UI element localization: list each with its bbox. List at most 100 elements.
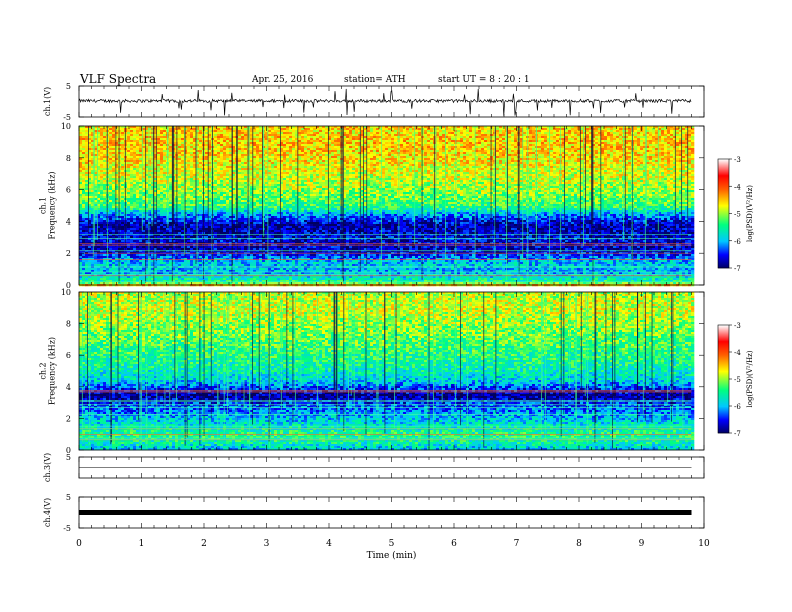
- spectrogram-cell: [334, 134, 337, 136]
- spectrogram-cell: [478, 146, 481, 148]
- spectrogram-cell: [382, 156, 385, 158]
- spectrogram-cell: [382, 160, 385, 162]
- spectrogram-cell: [421, 164, 424, 166]
- spectrogram-cell: [400, 152, 403, 154]
- spectrogram-cell: [322, 156, 325, 158]
- spectrogram-cell: [286, 160, 289, 162]
- spectrogram-cell: [331, 130, 334, 132]
- spectrogram-cell: [274, 170, 277, 172]
- spectrogram-cell: [304, 144, 307, 146]
- spectrogram-cell: [469, 160, 472, 162]
- spectrogram-cell: [496, 160, 499, 162]
- spectrogram-cell: [463, 142, 466, 144]
- spectrogram-cell: [352, 130, 355, 132]
- spectrogram-cell: [502, 154, 505, 156]
- spectrogram-cell: [667, 162, 670, 164]
- spectrogram-cell: [673, 132, 676, 134]
- spectrogram-cell: [319, 172, 322, 174]
- spectrogram-cell: [502, 156, 505, 158]
- spectrogram-cell: [517, 140, 520, 142]
- spectrogram-cell: [442, 150, 445, 152]
- spectrogram-cell: [220, 168, 223, 170]
- spectrogram-cell: [568, 140, 571, 142]
- spectrogram-cell: [418, 134, 421, 136]
- spectrogram-cell: [409, 170, 412, 172]
- spectrogram-cell: [112, 136, 115, 138]
- spectrogram-cell: [400, 164, 403, 166]
- spectrogram-cell: [448, 166, 451, 168]
- spectrogram-cell: [187, 148, 190, 150]
- spectrogram-cell: [91, 162, 94, 164]
- spectrogram-cell: [586, 136, 589, 138]
- spectrogram-cell: [358, 138, 361, 140]
- spectrogram-cell: [400, 162, 403, 164]
- spectrogram-cell: [268, 142, 271, 144]
- spectrogram-cell: [103, 162, 106, 164]
- spectrogram-cell: [268, 128, 271, 130]
- spectrogram-cell: [607, 164, 610, 166]
- spectrogram-cell: [127, 132, 130, 134]
- spectrogram-cell: [118, 160, 121, 162]
- spectrogram-cell: [379, 130, 382, 132]
- spectrogram-cell: [79, 168, 82, 170]
- spectrogram-cell: [310, 156, 313, 158]
- spectrogram-cell: [307, 170, 310, 172]
- spectrogram-cell: [199, 170, 202, 172]
- spectrogram-cell: [607, 152, 610, 154]
- spectrogram-cell: [451, 138, 454, 140]
- spectrogram-cell: [406, 156, 409, 158]
- spectrogram-cell: [358, 166, 361, 168]
- spectrogram-cell: [628, 146, 631, 148]
- spectrogram-cell: [553, 136, 556, 138]
- spectrogram-cell: [346, 142, 349, 144]
- spectrogram-cell: [217, 166, 220, 168]
- spectrogram-cell: [340, 134, 343, 136]
- spectrogram-cell: [451, 162, 454, 164]
- spectrogram-cell: [310, 128, 313, 130]
- spectrogram-cell: [415, 164, 418, 166]
- spectrogram-cell: [199, 136, 202, 138]
- spectrogram-cell: [448, 136, 451, 138]
- spectrogram-cell: [511, 134, 514, 136]
- spectrogram-cell: [241, 138, 244, 140]
- spectrogram-cell: [307, 142, 310, 144]
- spectrogram-cell: [544, 138, 547, 140]
- spectrogram-cell: [118, 146, 121, 148]
- spectrogram-cell: [466, 162, 469, 164]
- spectrogram-cell: [157, 136, 160, 138]
- spectrogram-cell: [181, 172, 184, 174]
- spectrogram-cell: [100, 148, 103, 150]
- spectrogram-cell: [190, 148, 193, 150]
- spectrogram-cell: [499, 138, 502, 140]
- spectrogram-cell: [355, 148, 358, 150]
- spectrogram-cell: [325, 146, 328, 148]
- spectrogram-cell: [325, 132, 328, 134]
- spectrogram-cell: [82, 162, 85, 164]
- spectrogram-cell: [100, 170, 103, 172]
- spectrogram-cell: [673, 138, 676, 140]
- spectrogram-cell: [553, 168, 556, 170]
- spectrogram-cell: [403, 138, 406, 140]
- spectrogram-cell: [274, 158, 277, 160]
- spectrogram-cell: [676, 170, 679, 172]
- spectrogram-cell: [313, 134, 316, 136]
- spectrogram-cell: [442, 172, 445, 174]
- spectrogram-cell: [277, 138, 280, 140]
- spectrogram-cell: [550, 144, 553, 146]
- spectrogram-cell: [541, 142, 544, 144]
- spectrogram-cell: [643, 130, 646, 132]
- spectrogram-cell: [283, 150, 286, 152]
- spectrogram-cell: [415, 162, 418, 164]
- spectrogram-cell: [316, 148, 319, 150]
- spectrogram-cell: [661, 154, 664, 156]
- spectrogram-cell: [673, 140, 676, 142]
- spectrogram-cell: [82, 150, 85, 152]
- spectrogram-cell: [661, 162, 664, 164]
- spectrogram-cell: [571, 142, 574, 144]
- spectrogram-cell: [220, 144, 223, 146]
- spectrogram-cell: [373, 172, 376, 174]
- spectrogram-cell: [130, 150, 133, 152]
- spectrogram-cell: [463, 158, 466, 160]
- spectrogram-cell: [664, 162, 667, 164]
- spectrogram-cell: [421, 168, 424, 170]
